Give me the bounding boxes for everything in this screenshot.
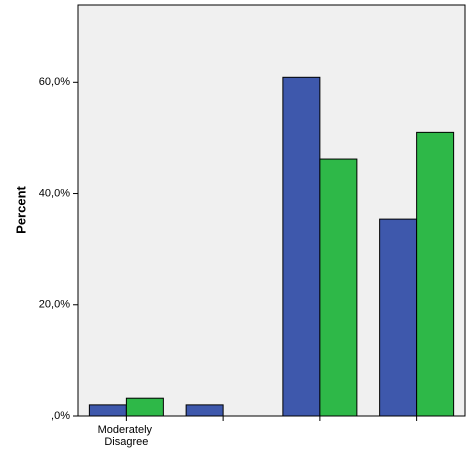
bar <box>125 397 164 417</box>
bar <box>319 158 358 417</box>
x-tick-label: Moderately Disagree <box>98 424 155 448</box>
bar <box>88 404 127 417</box>
bar <box>379 218 418 417</box>
bar <box>416 131 455 417</box>
y-tick-label: 40,0% <box>39 187 70 199</box>
y-tick-label: 60,0% <box>39 76 70 88</box>
y-axis-title: Percent <box>13 185 28 233</box>
bar <box>185 404 224 417</box>
y-tick-label: 20,0% <box>39 299 70 311</box>
y-tick-label: ,0% <box>51 410 70 422</box>
bar <box>282 76 321 417</box>
